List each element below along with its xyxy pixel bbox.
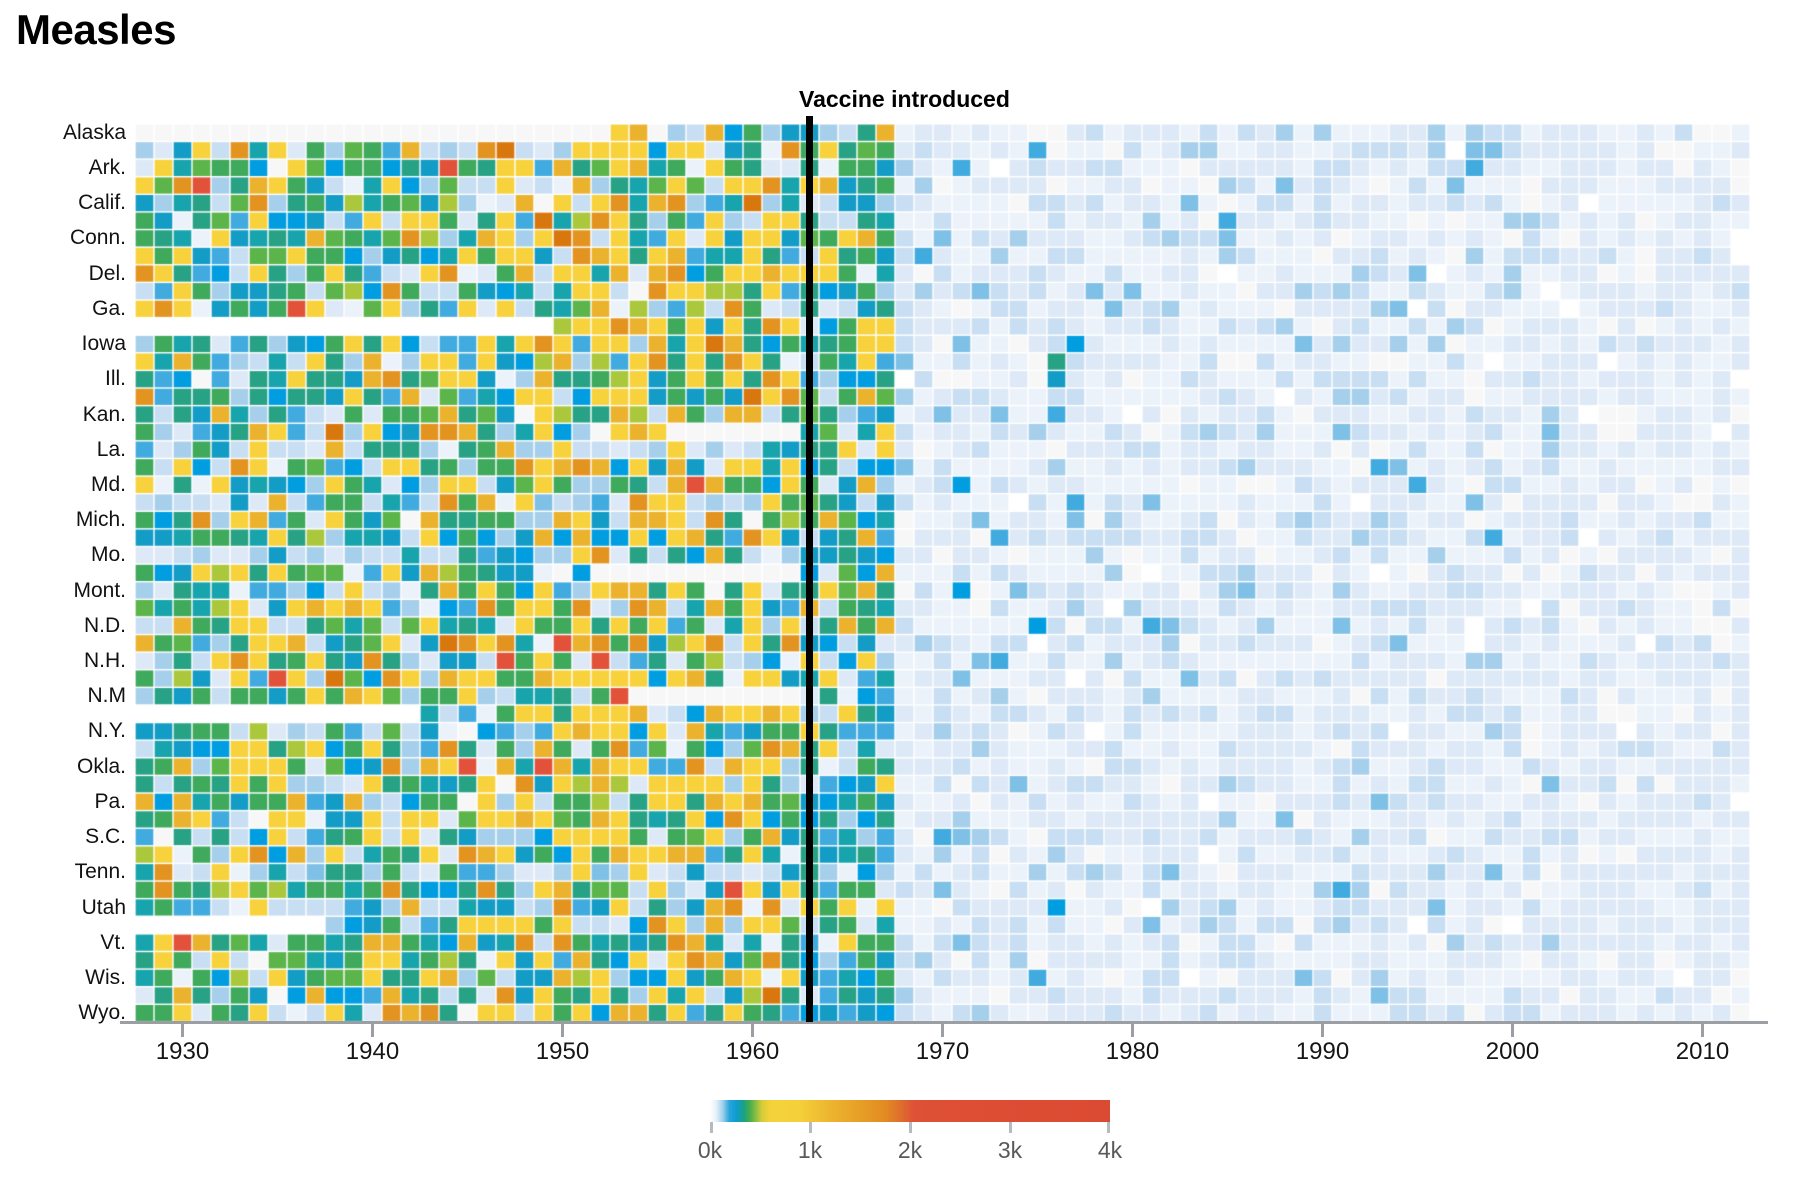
y-axis-label: Conn. [69,226,126,250]
y-axis-label: Mich. [75,508,126,532]
y-axis-label: Alaska [62,120,126,144]
x-axis-tick [1701,1024,1704,1037]
y-axis-label: Ga. [92,296,126,320]
y-axis-label: Del. [88,261,126,285]
legend-tick-label: 1k [797,1137,823,1163]
x-axis-tick [371,1024,374,1037]
x-axis-tick-label: 1930 [155,1038,210,1065]
legend-tick-label: 0k [697,1137,723,1163]
legend-tick-label: 4k [1097,1137,1123,1163]
x-axis-tick-label: 1950 [535,1038,590,1065]
y-axis-label: Calif. [78,191,126,215]
heatmap-cells [135,124,1750,1022]
y-axis-label: Vt. [100,930,126,954]
x-axis-tick [1321,1024,1324,1037]
y-axis-label: Ark. [88,156,126,180]
y-axis-label: Wyo. [78,1001,126,1025]
y-axis-label: N.H. [84,649,126,673]
x-axis-tick-label: 1980 [1105,1038,1160,1065]
x-axis-tick-label: 2000 [1485,1038,1540,1065]
legend-gradient-bar [710,1100,1110,1122]
x-axis-tick [181,1024,184,1037]
y-axis-label: Wis. [85,965,126,989]
x-axis-tick [1511,1024,1514,1037]
y-axis-label: Ill. [105,367,126,391]
x-axis-tick-label: 1970 [915,1038,970,1065]
y-axis-labels: Alaska Ark. Calif. Conn. Del. Ga. Iowa Ill. Kan.… [0,0,130,1182]
x-axis-tick-label: 1960 [725,1038,780,1065]
x-axis-tick-label: 1940 [345,1038,400,1065]
vaccine-annotation-label: Vaccine introduced [799,86,1010,112]
y-axis-label: Tenn. [74,860,126,884]
y-axis-label: Mont. [73,578,126,602]
chart-title: Measles [16,6,176,53]
x-axis-tick [1131,1024,1134,1037]
y-axis-label: Iowa [81,332,126,356]
y-axis-label: N.M [87,684,127,708]
x-axis-tick-label: 1990 [1295,1038,1350,1065]
y-axis-label: La. [96,437,126,461]
x-axis-tick-label: 2010 [1675,1038,1730,1065]
y-axis-label: Okla. [76,754,126,778]
x-axis-tick [751,1024,754,1037]
y-axis-label: N.Y. [87,719,126,743]
x-axis-line [120,1021,1768,1024]
legend-tick-label: 2k [897,1137,923,1163]
x-axis-tick [561,1024,564,1037]
y-axis-label: Kan. [82,402,126,426]
legend-tick-label: 3k [997,1137,1023,1163]
vaccine-line [806,116,813,1022]
legend: 0k 1k 2k 3k 4k [698,1095,1122,1182]
y-axis-label: S.C. [85,825,126,849]
y-axis-label: Pa. [94,789,126,813]
y-axis-label: Md. [90,472,126,496]
y-axis-label: N.D. [84,613,126,637]
y-axis-label: Utah [81,895,126,919]
y-axis-label: Mo. [90,543,126,567]
x-axis-tick [941,1024,944,1037]
